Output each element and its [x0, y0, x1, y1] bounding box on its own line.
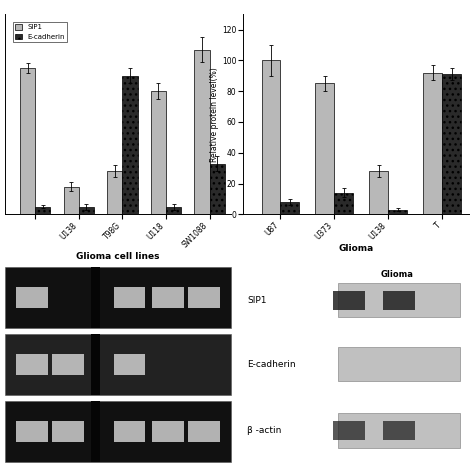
Bar: [113, 354, 145, 375]
Bar: [64, 187, 79, 214]
Bar: [334, 193, 353, 214]
Bar: [316, 83, 334, 214]
Bar: [16, 420, 48, 442]
Legend: SIP1, E-cadherin: SIP1, E-cadherin: [13, 22, 67, 42]
Bar: [52, 354, 84, 375]
Bar: [91, 267, 100, 328]
Bar: [5, 267, 231, 328]
Bar: [79, 207, 94, 214]
Bar: [333, 291, 365, 310]
Bar: [188, 420, 220, 442]
Bar: [35, 207, 51, 214]
Bar: [52, 420, 84, 442]
Bar: [166, 207, 181, 214]
Bar: [122, 76, 137, 214]
Bar: [194, 50, 210, 214]
Bar: [113, 287, 145, 309]
Bar: [20, 68, 35, 214]
Bar: [152, 420, 184, 442]
Bar: [152, 287, 184, 309]
Bar: [338, 283, 460, 318]
Bar: [151, 91, 166, 214]
Bar: [369, 171, 388, 214]
Text: Glioma: Glioma: [380, 270, 413, 279]
X-axis label: Glioma: Glioma: [338, 244, 374, 253]
Bar: [5, 401, 231, 462]
Bar: [107, 171, 122, 214]
Text: E-cadherin: E-cadherin: [247, 360, 296, 369]
Bar: [383, 291, 415, 310]
Y-axis label: Relative protein level(%): Relative protein level(%): [210, 67, 219, 162]
Bar: [188, 287, 220, 309]
Bar: [16, 354, 48, 375]
Text: SIP1: SIP1: [247, 296, 267, 305]
Bar: [91, 401, 100, 462]
Bar: [262, 60, 281, 214]
Bar: [281, 202, 299, 214]
Bar: [388, 210, 407, 214]
Bar: [5, 334, 231, 395]
Bar: [423, 73, 442, 214]
Bar: [113, 420, 145, 442]
Bar: [91, 334, 100, 395]
Bar: [442, 74, 461, 214]
Text: β -actin: β -actin: [247, 426, 282, 435]
Bar: [16, 287, 48, 309]
Bar: [383, 421, 415, 440]
Bar: [333, 421, 365, 440]
X-axis label: Glioma cell lines: Glioma cell lines: [76, 252, 160, 261]
Bar: [338, 413, 460, 447]
Bar: [338, 347, 460, 382]
Bar: [210, 164, 225, 214]
